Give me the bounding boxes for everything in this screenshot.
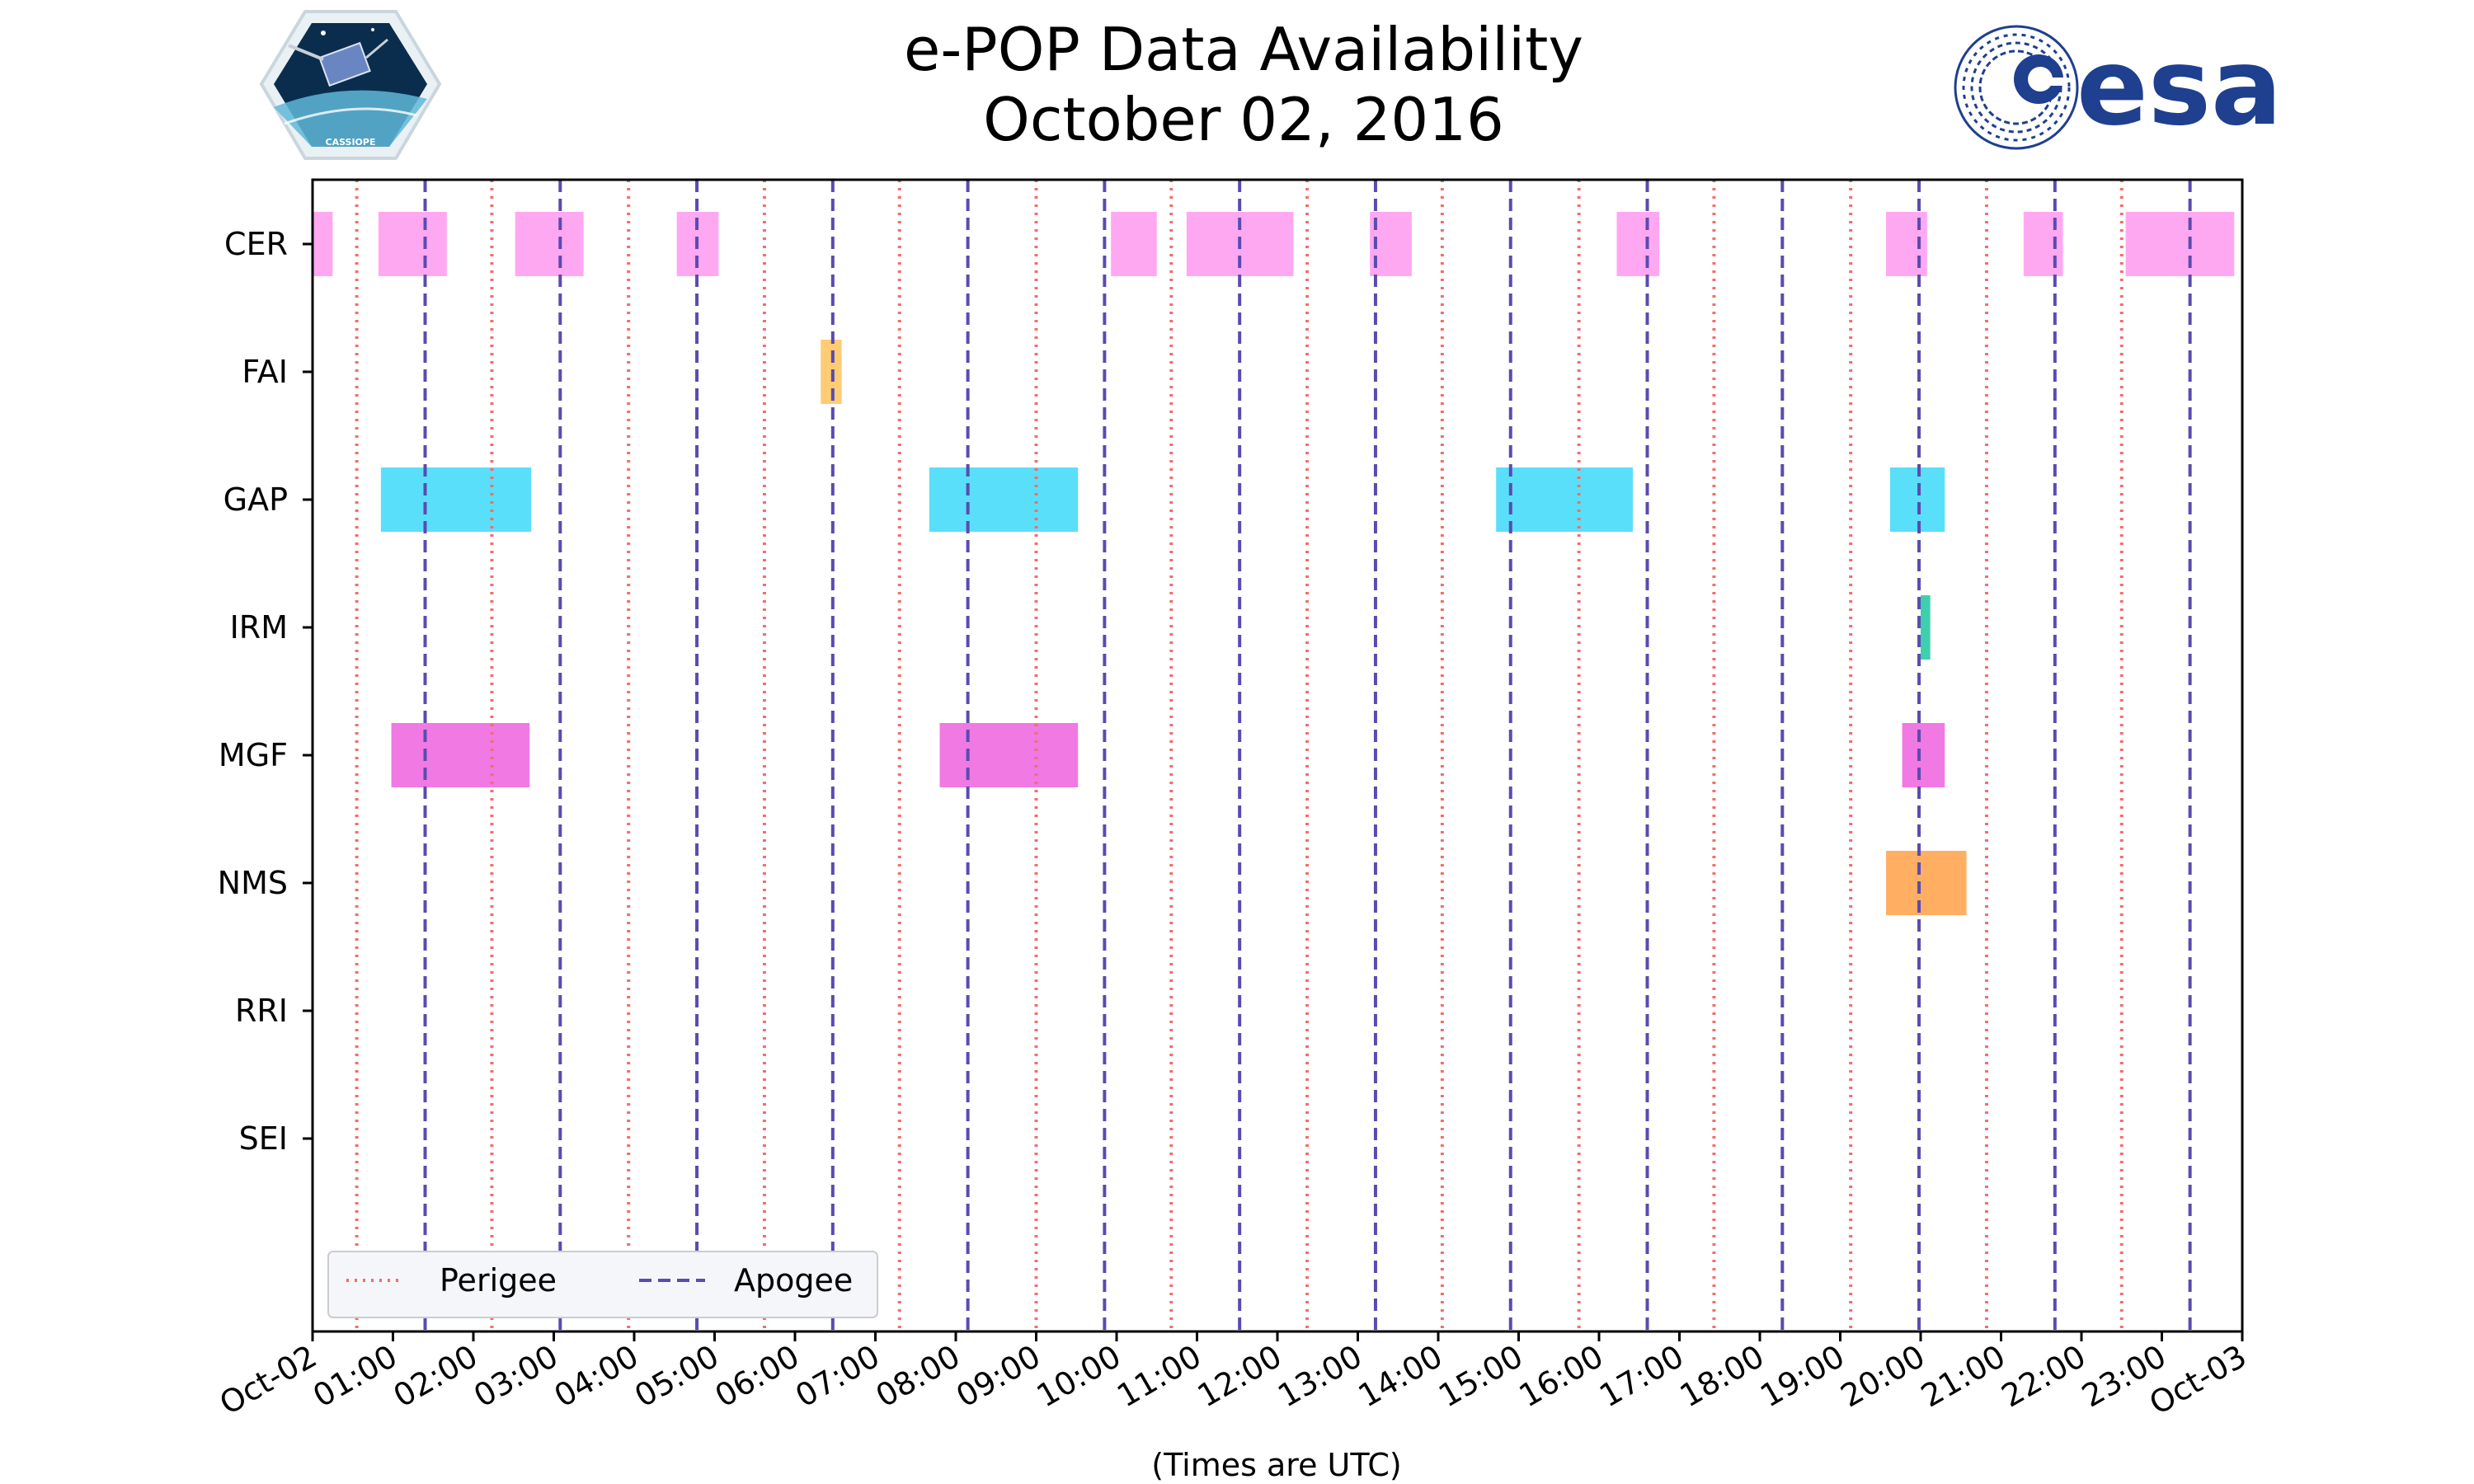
bar-nms-0 [1886,851,1967,915]
y-tick-label-mgf: MGF [219,737,288,773]
y-tick-label-rri: RRI [235,993,288,1029]
x-tick-label-17: 17:00 [1593,1338,1690,1415]
x-axis-label: (Times are UTC) [1151,1447,1401,1483]
y-tick-label-irm: IRM [230,609,288,646]
bar-cer-9 [2023,212,2063,276]
x-tick-label-14: 14:00 [1352,1338,1449,1415]
legend-box [327,1251,878,1318]
bar-gap-0 [380,467,532,532]
chart-subtitle: October 02, 2016 [983,85,1504,154]
x-tick-label-15: 15:00 [1432,1338,1529,1415]
plot-area: CER FAI GAP IRM MGF NMS RRI SEI Oct-0201:0002:0… [214,178,2253,1483]
x-tick-label-12: 12:00 [1192,1338,1288,1415]
bar-cer-0 [313,212,333,276]
x-tick-label-22: 22:00 [1996,1338,2092,1415]
x-tick-label-3: 03:00 [468,1338,564,1415]
x-tick-label-7: 07:00 [789,1338,886,1415]
x-tick-label-6: 06:00 [709,1338,806,1415]
cassiope-logo: CASSIOPE [259,10,442,160]
bar-cer-7 [1616,212,1660,276]
y-tick-label-cer: CER [224,226,288,262]
x-tick-label-18: 18:00 [1674,1338,1771,1415]
y-tick-label-sei: SEI [239,1120,288,1157]
x-tick-label-0: Oct-02 [214,1338,323,1422]
x-tick-label-2: 02:00 [388,1338,484,1415]
x-tick-label-13: 13:00 [1272,1338,1368,1415]
esa-logo-wordmark: esa [2077,26,2282,149]
x-tick-label-21: 21:00 [1915,1338,2011,1415]
bar-cer-2 [515,212,584,276]
x-tick-label-19: 19:00 [1754,1338,1851,1415]
x-tick-label-1: 01:00 [307,1338,403,1415]
bar-mgf-0 [391,723,530,787]
x-tick-label-20: 20:00 [1835,1338,1931,1415]
x-tick-label-16: 16:00 [1513,1338,1610,1415]
x-tick-label-8: 08:00 [870,1338,967,1415]
bar-mgf-2 [1902,723,1945,787]
esa-logo: esa [1954,25,2282,150]
bar-irm-0 [1921,595,1931,660]
x-tick-label-4: 04:00 [548,1338,645,1415]
legend-apogee-label: Apogee [734,1262,853,1298]
y-tick-label-fai: FAI [242,354,288,390]
chart-title: e-POP Data Availability [904,15,1583,84]
y-axis: CER FAI GAP IRM MGF NMS RRI SEI [218,226,313,1157]
x-tick-label-10: 10:00 [1031,1338,1127,1415]
bars-layer [313,212,2235,915]
bar-gap-2 [1496,467,1633,532]
x-tick-label-9: 09:00 [950,1338,1047,1415]
y-tick-label-gap: GAP [223,481,288,518]
y-tick-label-nms: NMS [218,865,288,901]
reference-lines-layer [355,180,2192,1331]
bar-gap-1 [929,467,1079,532]
bar-cer-8 [1886,212,1927,276]
bar-mgf-1 [939,723,1079,787]
cassiope-logo-label: CASSIOPE [326,137,376,148]
x-tick-label-5: 05:00 [628,1338,725,1415]
x-tick-label-11: 11:00 [1111,1338,1207,1415]
bar-cer-1 [378,212,447,276]
bar-cer-4 [1111,212,1157,276]
legend-perigee-label: Perigee [440,1262,557,1298]
bar-cer-10 [2125,212,2235,276]
x-axis: Oct-0201:0002:0003:0004:0005:0006:0007:0… [214,1331,2253,1422]
legend: Perigee Apogee [327,1251,878,1318]
plot-frame [311,178,2244,1333]
